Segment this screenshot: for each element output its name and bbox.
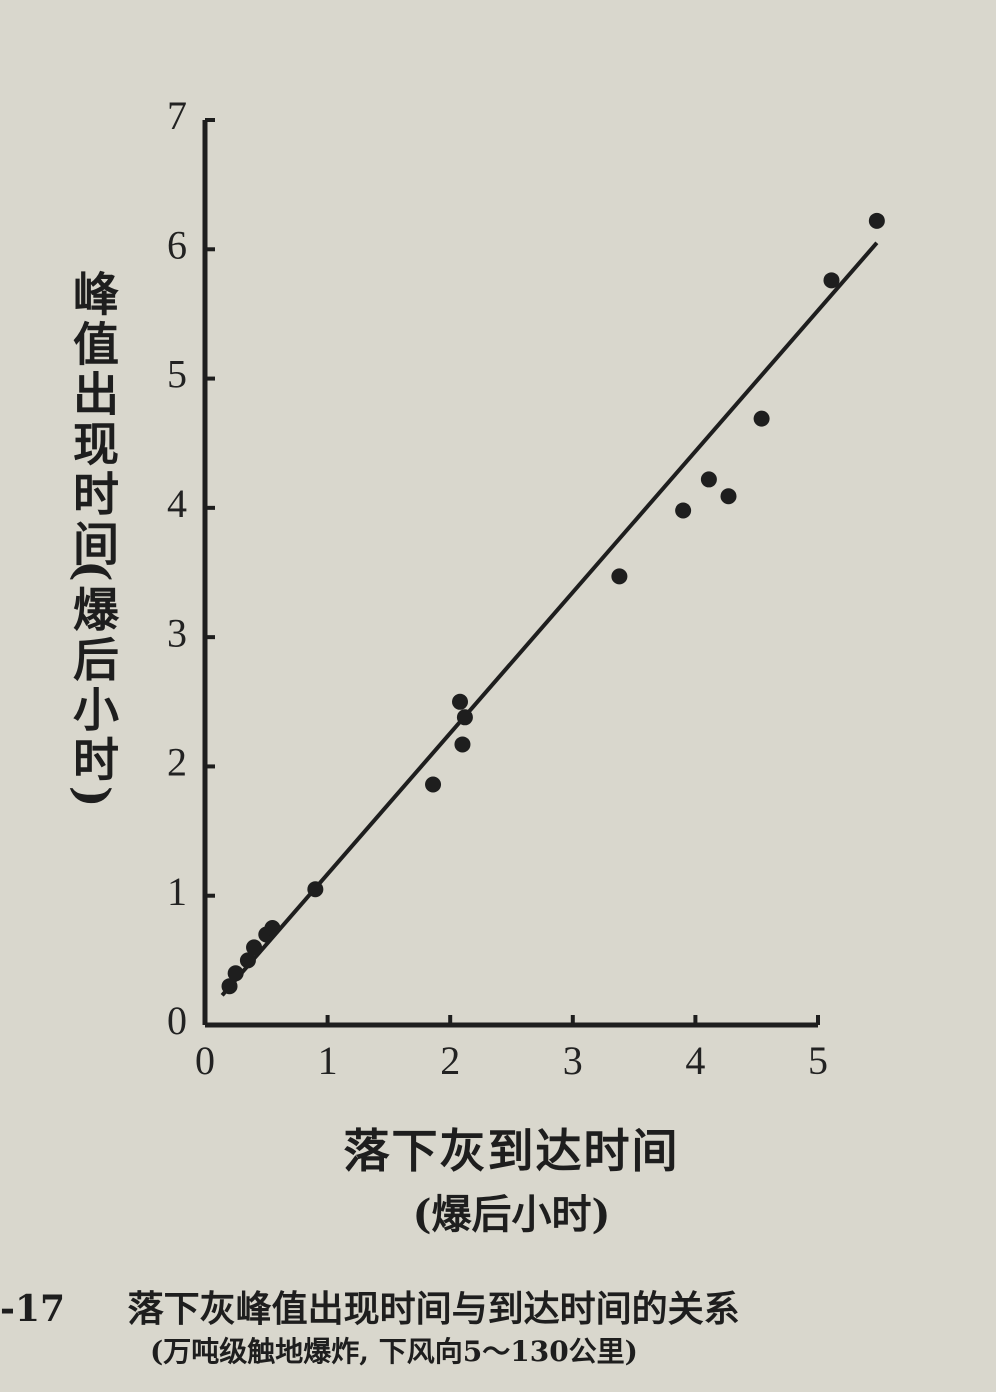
caption-note: (万吨级触地爆炸, 下风向5～130公里) (150, 1335, 638, 1368)
x-tick-label: 2 (440, 1038, 460, 1083)
x-tick-label: 5 (808, 1038, 828, 1083)
point (823, 272, 840, 289)
y-tick-label: 5 (167, 352, 187, 397)
x-tick-label: 3 (563, 1038, 583, 1083)
point (700, 471, 717, 488)
point (264, 920, 281, 937)
y-tick-label: 0 (167, 998, 187, 1043)
point (456, 709, 473, 726)
point (452, 693, 469, 710)
fit-line (220, 241, 879, 997)
point (307, 881, 324, 898)
point (675, 502, 692, 519)
point (227, 965, 244, 982)
point (454, 736, 471, 753)
x-tick-label: 4 (685, 1038, 705, 1083)
caption: -17 落下灰峰值出现时间与到达时间的关系 (0, 1280, 996, 1332)
y-tick-label: 7 (167, 93, 187, 138)
y-tick-label: 2 (167, 740, 187, 785)
x-tick-label: 0 (195, 1038, 215, 1083)
y-tick-label: 1 (167, 869, 187, 914)
point (753, 410, 770, 427)
point (425, 776, 442, 793)
point (246, 939, 263, 956)
y-tick-label: 6 (167, 222, 187, 267)
point (239, 952, 256, 969)
y-tick-label: 3 (167, 610, 187, 655)
caption-title: 落下灰峰值出现时间与到达时间的关系 (127, 1288, 740, 1330)
caption-number: -17 (0, 1288, 66, 1330)
y-tick-label: 4 (167, 481, 187, 526)
point (221, 978, 238, 995)
x-axis-label: 落下灰到达时间 (343, 1124, 680, 1178)
y-axis-label: 峰值出现时间 (66, 270, 120, 570)
y-axis-label-unit: (爆后小时) (66, 560, 120, 812)
point (868, 212, 885, 229)
x-tick-label: 1 (318, 1038, 338, 1083)
point (611, 568, 628, 585)
x-axis-label-unit: (爆后小时) (412, 1191, 611, 1238)
point (720, 488, 737, 505)
